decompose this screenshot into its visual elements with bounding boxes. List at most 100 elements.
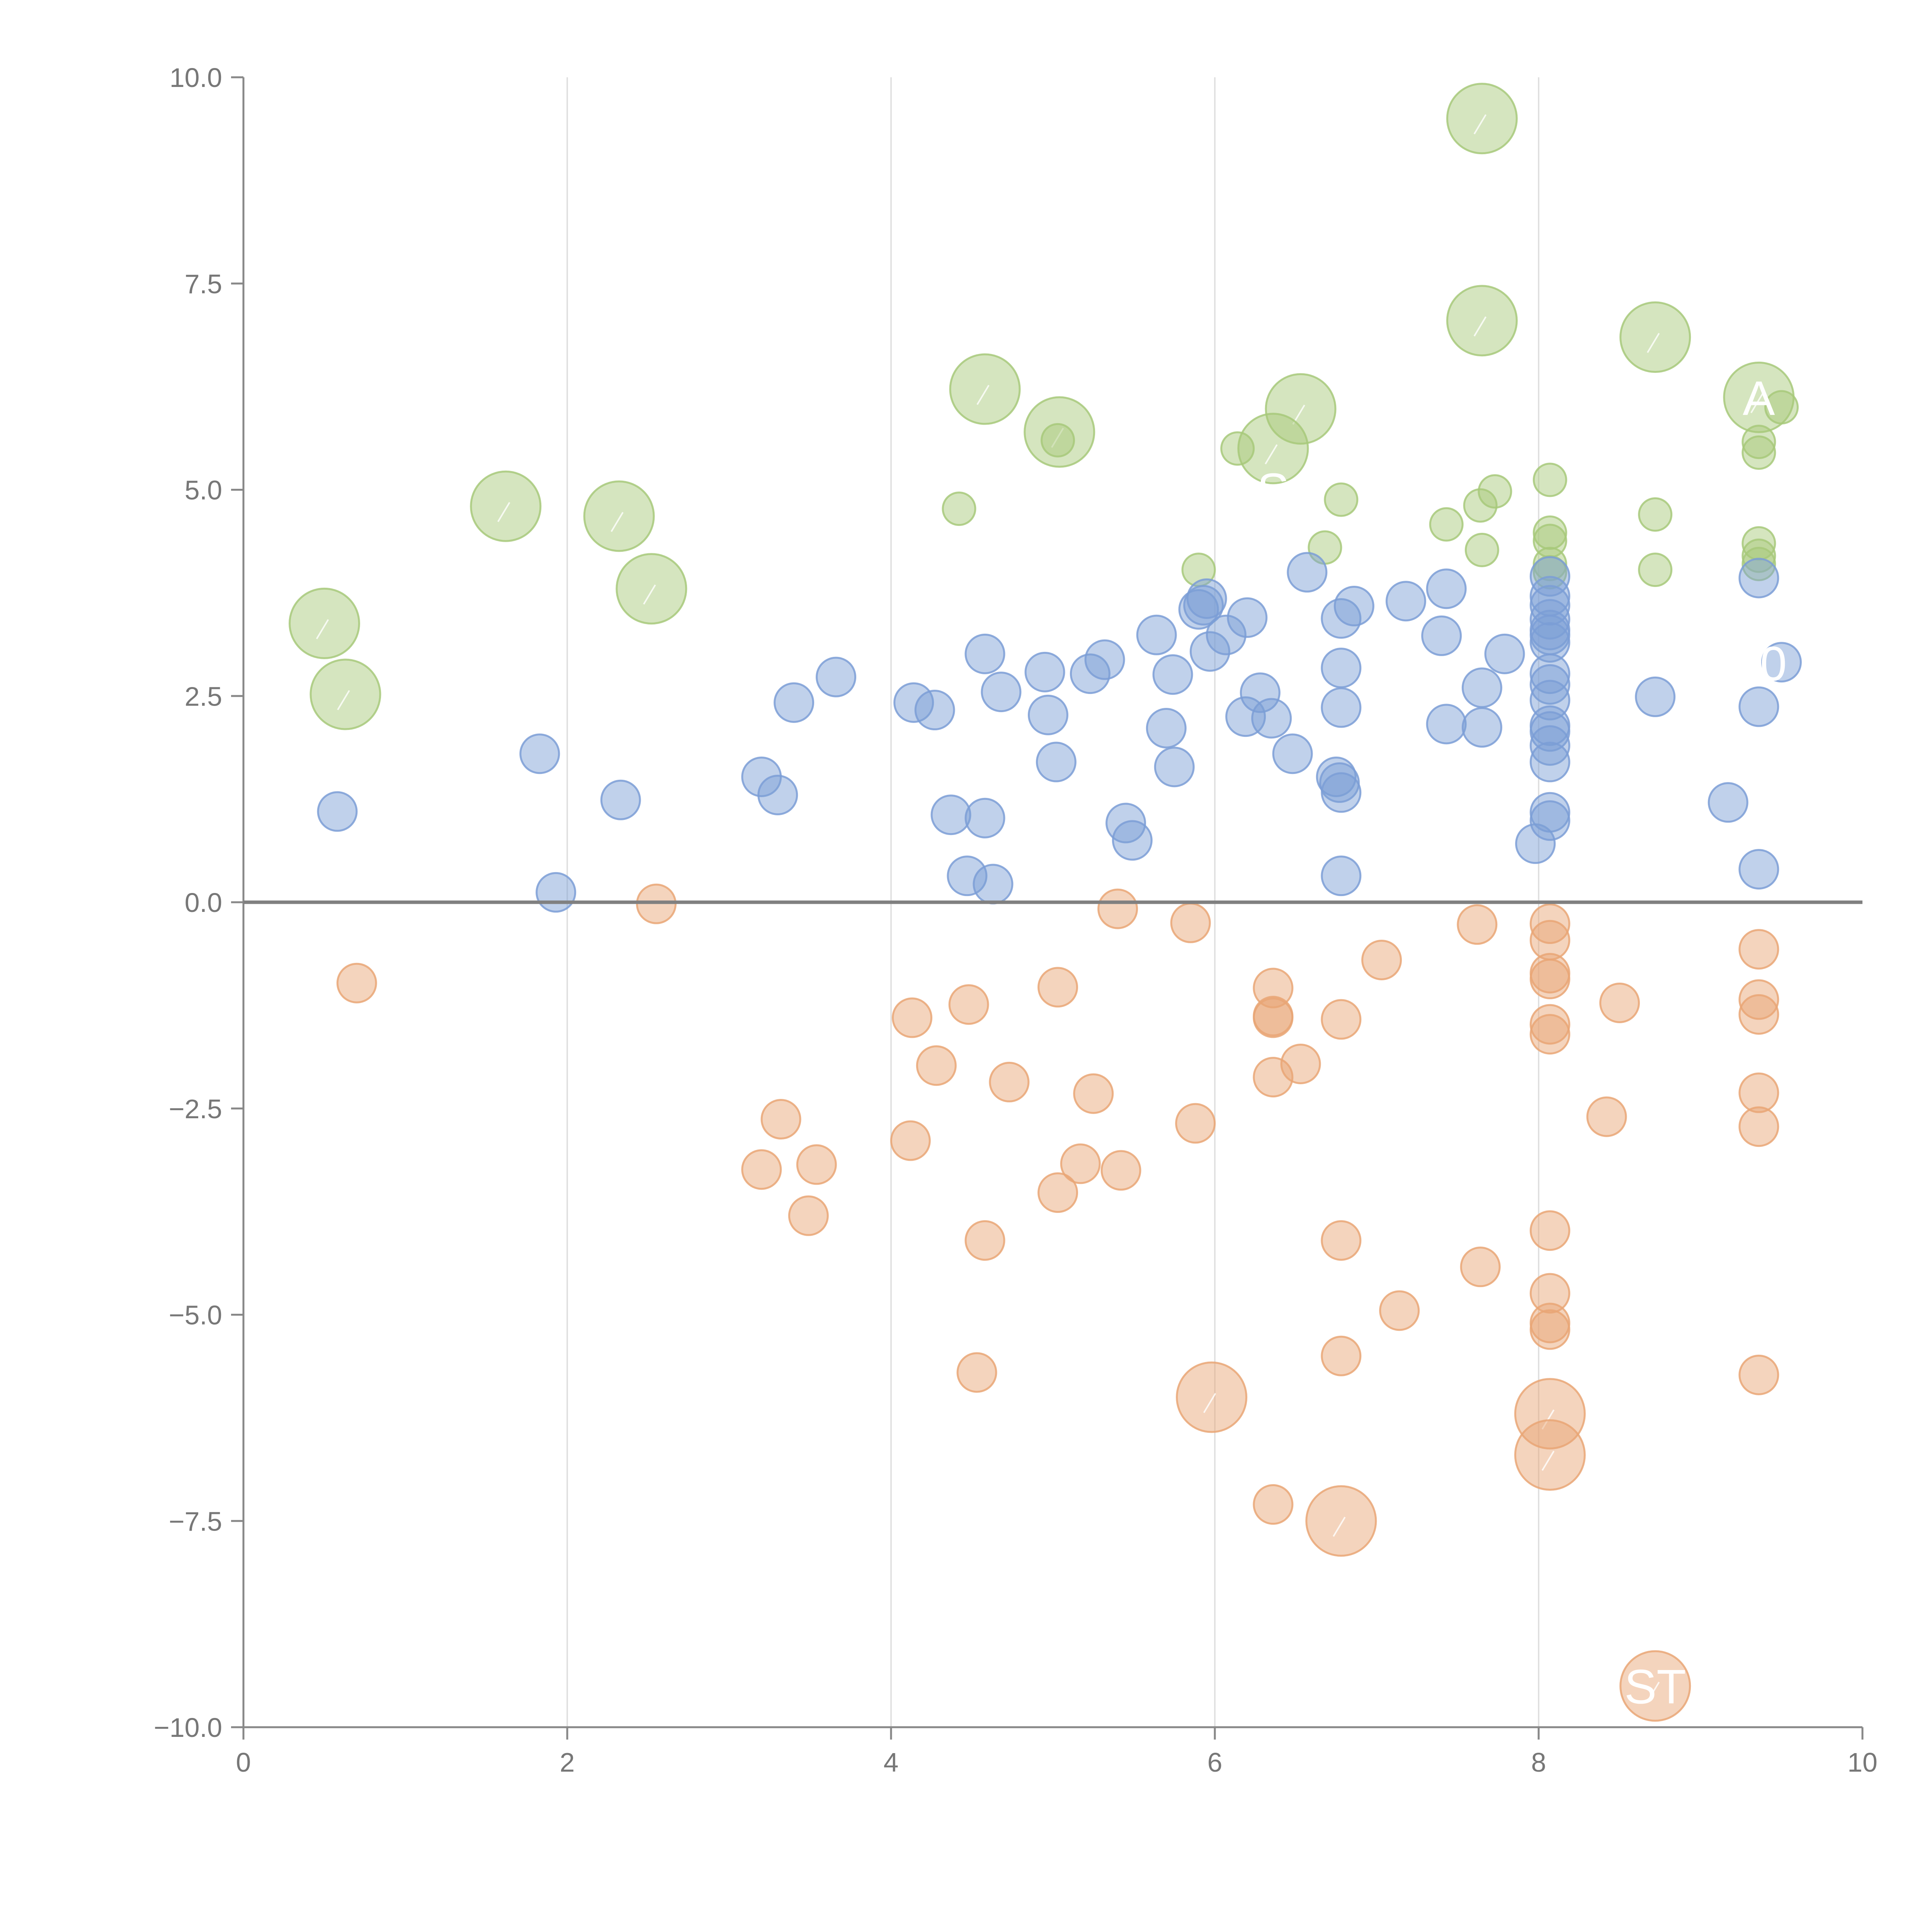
x-tick-label: 4 bbox=[884, 1747, 899, 1777]
data-point-orange bbox=[1599, 982, 1640, 1023]
data-point-green bbox=[1446, 285, 1518, 357]
data-point-green bbox=[1764, 390, 1799, 425]
data-point-orange bbox=[1280, 1043, 1321, 1084]
y-tick-label: −10.0 bbox=[154, 1713, 222, 1743]
data-point-blue bbox=[1529, 664, 1570, 705]
data-point-orange bbox=[890, 1120, 931, 1161]
data-point-blue bbox=[1635, 676, 1676, 717]
bubble-leader-line bbox=[1203, 1393, 1216, 1413]
points-layer bbox=[289, 83, 1802, 1722]
data-point-green bbox=[1742, 538, 1776, 573]
data-point-blue bbox=[1321, 687, 1362, 728]
data-point-blue bbox=[1529, 792, 1570, 833]
data-point-green bbox=[1024, 396, 1095, 468]
data-point-orange bbox=[1738, 929, 1779, 970]
y-tick-label: −7.5 bbox=[169, 1506, 222, 1536]
data-point-green bbox=[1532, 515, 1567, 550]
data-point-blue bbox=[1461, 667, 1502, 708]
x-tick-label: 10 bbox=[1847, 1747, 1878, 1777]
bubble-leader-line bbox=[497, 502, 510, 522]
y-tick-label: 5.0 bbox=[185, 475, 222, 505]
data-point-green bbox=[1478, 474, 1512, 509]
x-tick-label: 0 bbox=[236, 1747, 251, 1777]
data-point-green bbox=[1742, 425, 1776, 459]
data-point-blue bbox=[1189, 631, 1230, 672]
bubble-annotation-label: A bbox=[1743, 371, 1775, 425]
data-point-orange bbox=[1738, 994, 1779, 1035]
data-point-blue bbox=[1227, 597, 1268, 638]
data-point-blue bbox=[893, 682, 934, 723]
data-point-blue bbox=[947, 855, 988, 896]
data-point-blue bbox=[1529, 622, 1570, 663]
data-point-orange bbox=[1619, 1650, 1691, 1722]
x-tick-label: 8 bbox=[1531, 1747, 1546, 1777]
x-tick-label: 2 bbox=[560, 1747, 575, 1777]
data-point-orange bbox=[1253, 997, 1294, 1038]
data-point-blue bbox=[1321, 855, 1362, 896]
data-point-orange bbox=[1457, 904, 1498, 945]
bubble-annotation-label: 0 bbox=[1760, 637, 1787, 691]
bubble-leader-line bbox=[611, 512, 624, 532]
data-point-orange bbox=[788, 1195, 829, 1236]
y-tick-label: 2.5 bbox=[185, 681, 222, 711]
bubble-leader-line bbox=[337, 690, 350, 711]
data-point-blue bbox=[1529, 599, 1570, 640]
bubble-leader-line bbox=[1473, 114, 1487, 134]
bubble-annotation-label: S bbox=[1257, 464, 1289, 518]
data-point-blue bbox=[1738, 849, 1779, 890]
data-point-blue bbox=[1484, 633, 1525, 674]
data-point-orange bbox=[1037, 1172, 1078, 1213]
data-point-orange bbox=[1379, 1290, 1420, 1331]
annotation-layer: A S 0 ST bbox=[1257, 371, 1787, 1714]
data-point-orange bbox=[1529, 1004, 1570, 1045]
data-point-orange bbox=[1361, 939, 1402, 980]
data-point-orange bbox=[1321, 1220, 1362, 1261]
data-point-blue bbox=[973, 864, 1014, 905]
data-point-orange bbox=[1253, 968, 1294, 1009]
data-point-blue bbox=[1152, 654, 1193, 695]
data-point-orange bbox=[1514, 1419, 1586, 1491]
data-point-green bbox=[1429, 507, 1464, 542]
data-point-orange bbox=[760, 1099, 801, 1140]
data-point-blue bbox=[1385, 581, 1426, 622]
bubble-leader-line bbox=[1333, 1517, 1346, 1537]
data-point-blue bbox=[1761, 642, 1802, 683]
bubble-leader-line bbox=[1646, 1682, 1660, 1702]
data-point-orange bbox=[1529, 1273, 1570, 1314]
bubble-leader-line bbox=[1750, 393, 1764, 413]
data-point-green bbox=[616, 553, 687, 625]
data-point-blue bbox=[536, 872, 577, 913]
data-point-blue bbox=[964, 633, 1005, 674]
data-point-blue bbox=[1421, 615, 1462, 656]
data-point-blue bbox=[930, 794, 971, 835]
data-point-orange bbox=[1738, 1106, 1779, 1147]
data-point-blue bbox=[1321, 648, 1362, 689]
y-tick-label: 10.0 bbox=[170, 63, 222, 93]
data-point-green bbox=[1742, 435, 1776, 470]
data-point-blue bbox=[1321, 772, 1362, 813]
data-point-blue bbox=[981, 672, 1022, 713]
data-point-blue bbox=[1461, 707, 1502, 748]
data-point-blue bbox=[1529, 711, 1570, 752]
data-point-blue bbox=[1287, 552, 1328, 593]
data-point-blue bbox=[1186, 578, 1227, 619]
data-point-green bbox=[1220, 431, 1255, 466]
data-point-orange bbox=[1529, 903, 1570, 944]
data-point-blue bbox=[600, 779, 641, 820]
data-point-orange bbox=[1060, 1143, 1101, 1184]
data-point-orange bbox=[891, 997, 932, 1038]
data-point-green bbox=[1464, 532, 1499, 567]
x-tick-label: 6 bbox=[1208, 1747, 1223, 1777]
axes-layer: 0 2 4 6 8 10 −10.0 −7.5 −5.0 −2.5 0.0 2.5 5.0 7.5 10.0 bbox=[154, 63, 1878, 1777]
data-point-blue bbox=[1738, 558, 1779, 599]
data-point-orange bbox=[1738, 979, 1779, 1020]
data-point-orange bbox=[916, 1045, 957, 1086]
data-point-blue bbox=[774, 682, 815, 723]
bubble-leader-line bbox=[976, 385, 990, 405]
y-tick-label: −5.0 bbox=[169, 1300, 222, 1330]
data-point-orange bbox=[1321, 1335, 1362, 1376]
data-point-orange bbox=[1460, 1247, 1501, 1287]
data-point-green bbox=[289, 587, 360, 659]
data-point-green bbox=[1463, 488, 1498, 523]
bubble-leader-line bbox=[643, 584, 656, 605]
